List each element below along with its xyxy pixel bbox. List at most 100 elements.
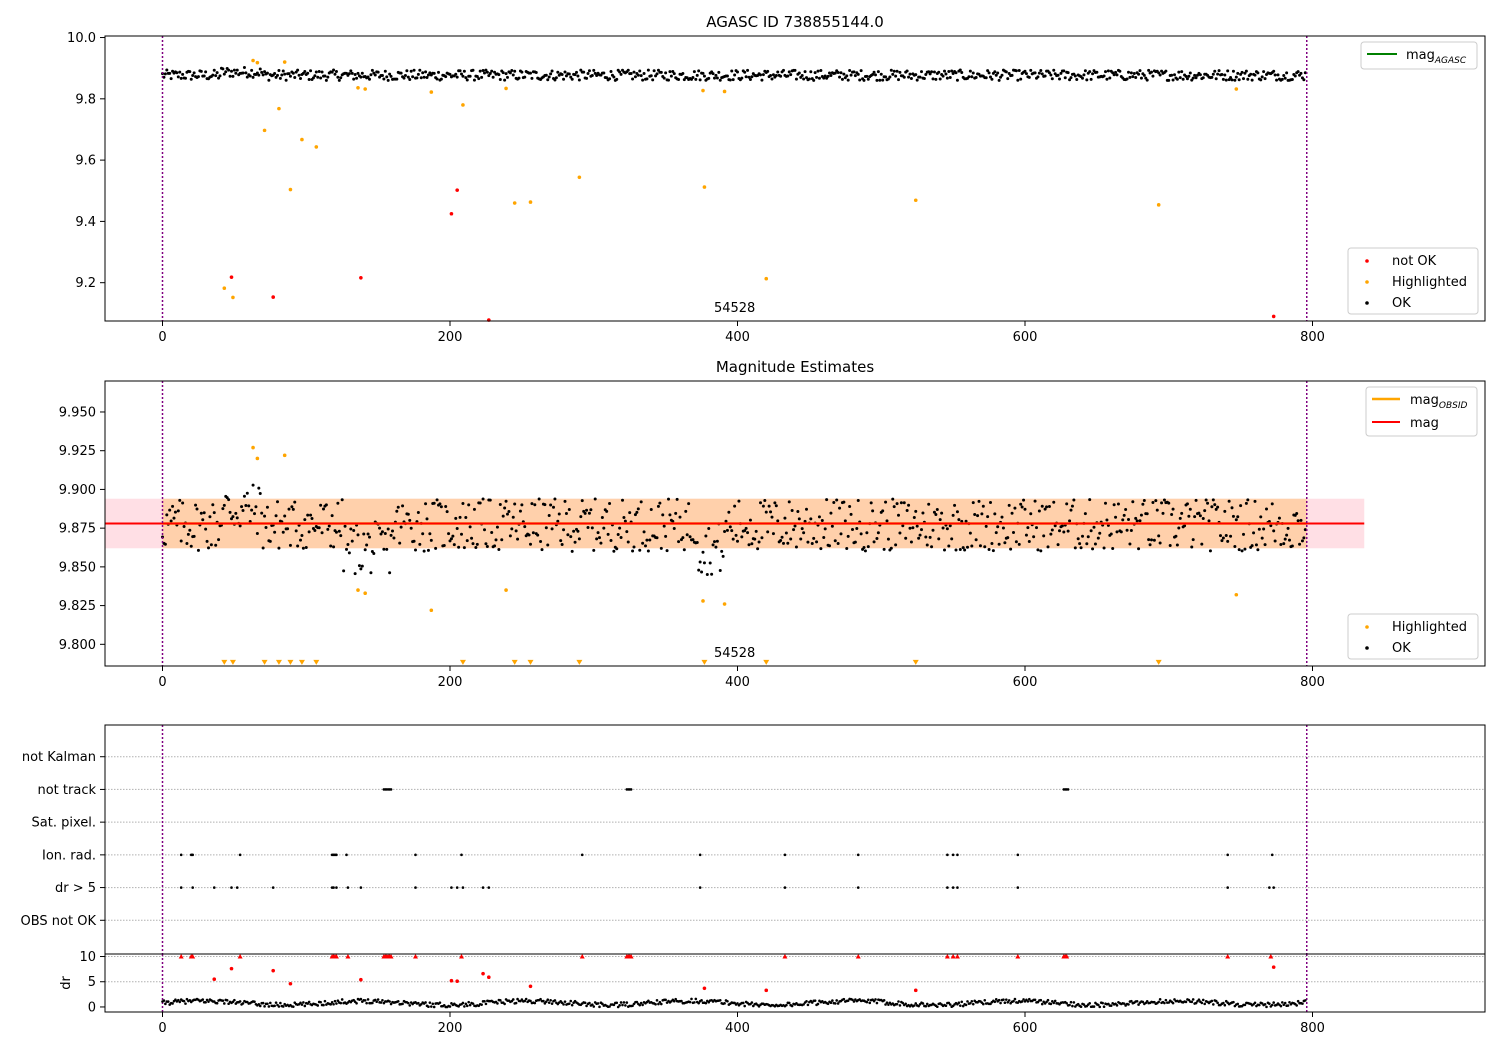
ok-point <box>1059 71 1063 75</box>
ok-point <box>667 497 670 501</box>
ok-point <box>409 526 413 530</box>
dr-ok-point <box>982 1002 985 1006</box>
dr-ok-point <box>333 999 337 1003</box>
ok-point <box>1026 526 1030 530</box>
ok-point <box>1299 518 1303 522</box>
ok-point <box>444 505 448 509</box>
y-tick-label: 9.800 <box>59 638 96 653</box>
ok-point <box>713 76 716 80</box>
ok-point <box>782 541 785 545</box>
ok-point <box>743 529 747 533</box>
ok-point <box>1219 534 1222 538</box>
dr-overflow-marker <box>388 954 394 959</box>
ok-point <box>1105 518 1109 522</box>
ok-point <box>891 497 895 501</box>
data-point <box>288 187 293 192</box>
ok-point <box>677 78 681 82</box>
dr-ok-point <box>904 1002 907 1006</box>
flag-point <box>1268 886 1271 889</box>
dr-ok-point <box>524 997 528 1001</box>
ok-point <box>1170 73 1174 77</box>
ok-point <box>386 78 390 82</box>
ok-point <box>1233 78 1237 82</box>
ok-point <box>943 548 946 552</box>
dr-ok-point <box>612 1003 616 1007</box>
ok-point <box>339 76 343 80</box>
dr-ok-point <box>1283 1001 1287 1005</box>
ok-point <box>776 519 780 523</box>
legend-label: magOBSID <box>1410 393 1468 411</box>
ok-point <box>304 545 308 549</box>
ok-point <box>1198 73 1202 77</box>
ok-point <box>1246 77 1250 81</box>
ok-point <box>1263 77 1267 81</box>
ok-point <box>1045 505 1049 509</box>
dr-ok-point <box>430 1005 433 1008</box>
dr-ok-point <box>1068 1003 1071 1007</box>
dr-ok-point <box>957 1001 961 1005</box>
highlighted-marker <box>298 659 305 665</box>
ok-point <box>242 66 246 70</box>
flag-point <box>698 886 702 889</box>
dr-ok-point <box>273 1004 276 1008</box>
y-tick-label: 10.0 <box>67 31 96 46</box>
ok-point <box>764 510 768 514</box>
ok-point <box>828 71 831 75</box>
ok-point <box>409 69 413 73</box>
ok-point <box>1086 535 1090 539</box>
ok-point <box>1183 524 1187 528</box>
flag-point <box>191 853 194 857</box>
ok-point <box>905 508 909 512</box>
ok-point <box>950 69 954 73</box>
ok-point <box>872 540 876 544</box>
ok-point <box>874 73 877 77</box>
dr-ok-point <box>1214 999 1218 1003</box>
dr-ok-point <box>542 999 545 1003</box>
ok-point <box>488 71 492 75</box>
flag-point <box>951 886 955 889</box>
dr-ok-point <box>917 1004 920 1008</box>
ok-point <box>911 526 915 530</box>
ok-point <box>1236 515 1240 519</box>
ok-point <box>678 515 682 519</box>
ok-point <box>938 518 942 522</box>
ok-point <box>1178 516 1182 520</box>
ok-point <box>500 538 504 542</box>
ok-point <box>803 519 807 523</box>
ok-point <box>961 546 965 550</box>
dr-ok-point <box>836 1002 840 1005</box>
ok-point <box>823 74 827 78</box>
ok-point <box>1129 71 1133 75</box>
dr-ok-point <box>319 1000 322 1004</box>
ok-point <box>851 527 854 531</box>
axes-frame <box>104 724 1486 955</box>
ok-point <box>966 545 969 549</box>
dr-ok-point <box>1115 1004 1119 1007</box>
dr-ok-point <box>997 998 1001 1002</box>
ok-point <box>809 70 813 74</box>
ok-point <box>1070 504 1074 508</box>
ok-point <box>1285 533 1289 537</box>
flag-point <box>450 886 453 889</box>
ok-point <box>1023 507 1027 511</box>
ok-point <box>756 547 760 551</box>
ok-point <box>564 74 568 78</box>
ok-point <box>299 538 302 542</box>
ok-point <box>652 69 656 73</box>
data-point <box>255 60 260 65</box>
ok-point <box>677 540 681 544</box>
ok-point <box>876 531 880 535</box>
ok-point <box>718 78 722 82</box>
x-ticks: 0 200 400 600 800 <box>158 666 1325 690</box>
ok-point <box>1050 528 1054 532</box>
ok-point <box>347 551 351 555</box>
ok-point <box>797 71 801 75</box>
legend-marker-ok <box>1365 301 1369 305</box>
ok-point <box>235 68 239 72</box>
ok-point <box>672 72 676 76</box>
dr-ok-point <box>1157 1000 1160 1004</box>
ok-point <box>750 542 754 546</box>
ok-point <box>856 499 860 503</box>
